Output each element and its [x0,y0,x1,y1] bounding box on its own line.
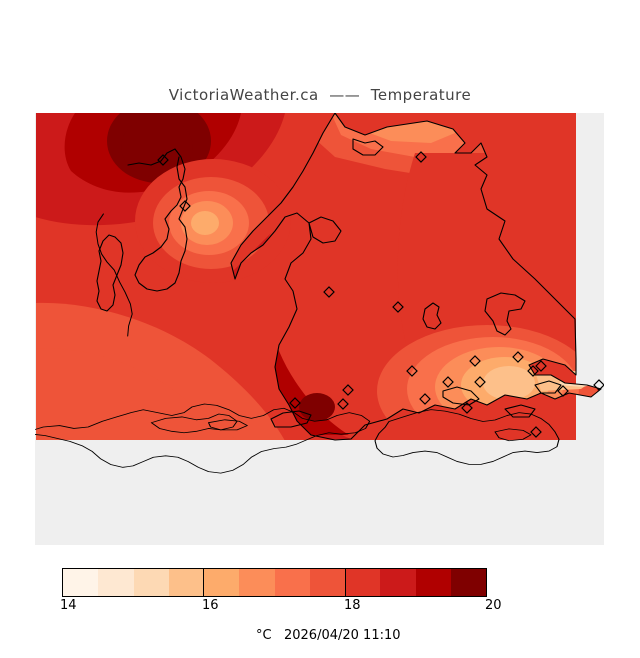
page-title: VictoriaWeather.ca —— Temperature [168,86,472,104]
weather-map-page: VictoriaWeather.ca —— Temperature [0,86,640,643]
colorbar-swatch-10 [415,569,451,596]
colorbar-tick-labels: 14 16 18 20 [0,598,640,614]
colorbar-swatch-1 [98,569,134,596]
coastlines [35,113,602,474]
colorbar-swatch-7 [309,569,345,596]
colorbar-label-1: 16 [202,598,219,613]
colorbar-label-2: 18 [344,598,361,613]
colorbar-swatch-11 [450,569,486,596]
colorbar-swatches [62,568,487,597]
temperature-contour-map[interactable] [35,113,604,545]
colorbar-label-0: 14 [60,598,77,613]
colorbar [62,568,487,597]
colorbar-swatch-4 [204,569,240,596]
colorbar-units-text: °C 2026/04/20 11:10 [256,628,401,643]
colorbar-label-3: 20 [485,598,502,613]
map-panel[interactable] [35,113,604,545]
colorbar-swatch-0 [63,569,99,596]
colorbar-swatch-2 [133,569,169,596]
colorbar-swatch-6 [274,569,310,596]
colorbar-swatch-8 [345,569,381,596]
colorbar-swatch-5 [239,569,275,596]
colorbar-swatch-3 [168,569,204,596]
colorbar-units-timestamp: °C 2026/04/20 11:10 [0,613,640,658]
colorbar-swatch-9 [380,569,416,596]
station-markers[interactable] [157,151,604,438]
